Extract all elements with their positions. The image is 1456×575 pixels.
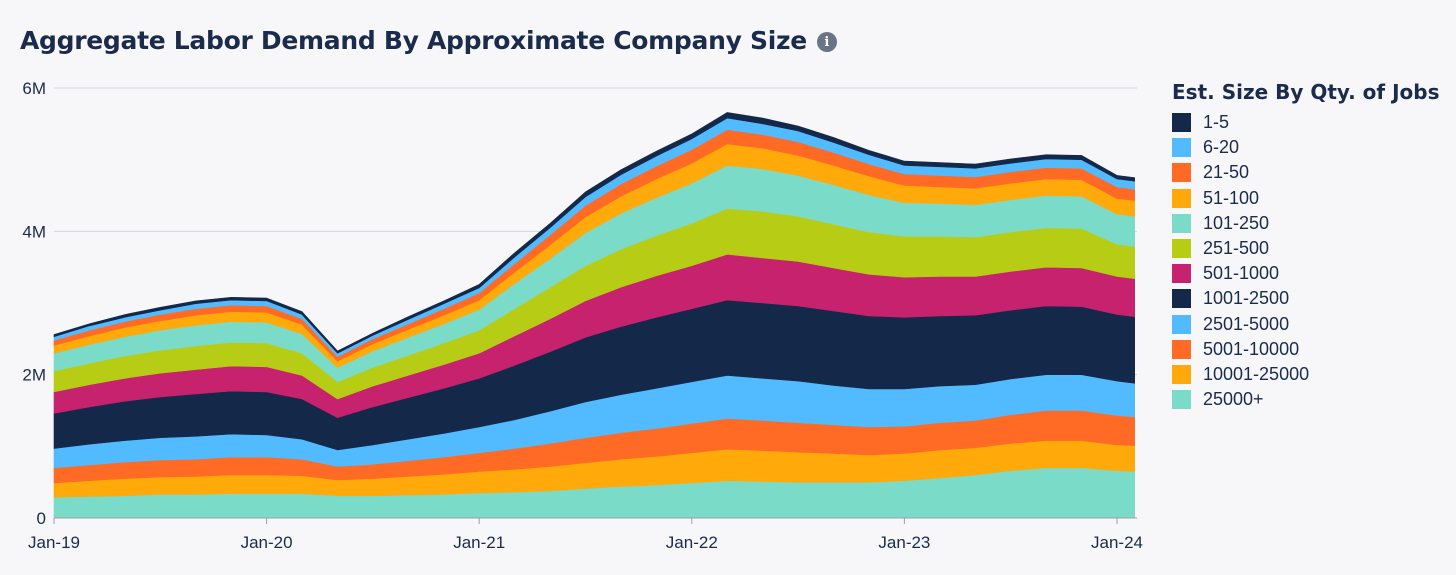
legend-item[interactable]: 25000+ [1172, 387, 1440, 412]
info-icon[interactable]: i [816, 32, 837, 52]
legend-swatch [1172, 264, 1191, 284]
legend-item[interactable]: 10001-25000 [1172, 362, 1440, 387]
x-tick-label: Jan-23 [878, 533, 930, 552]
x-tick-label: Jan-22 [666, 533, 718, 552]
legend-label: 2501-5000 [1203, 313, 1290, 334]
y-tick-label: 6M [22, 79, 46, 98]
y-tick-label: 2M [22, 366, 46, 385]
legend-swatch [1172, 364, 1191, 384]
area-1-5 [53, 112, 1135, 354]
legend-swatch [1172, 113, 1191, 133]
title-row: Aggregate Labor Demand By Approximate Co… [20, 26, 837, 55]
legend-swatch [1172, 138, 1191, 158]
legend-swatch [1172, 163, 1191, 183]
x-tick-label: Jan-20 [241, 533, 293, 552]
legend-swatch [1172, 213, 1191, 233]
legend-item[interactable]: 501-1000 [1172, 261, 1440, 286]
legend-item[interactable]: 1001-2500 [1172, 286, 1440, 311]
legend-item[interactable]: 51-100 [1172, 186, 1440, 211]
x-tick-label: Jan-21 [453, 533, 505, 552]
legend-item[interactable]: 1-5 [1172, 110, 1440, 135]
legend-label: 251-500 [1203, 238, 1270, 259]
legend-label: 10001-25000 [1203, 363, 1310, 384]
legend-item[interactable]: 21-50 [1172, 160, 1440, 185]
legend-item[interactable]: 5001-10000 [1172, 337, 1440, 362]
legend-label: 1001-2500 [1203, 288, 1290, 309]
legend-label: 501-1000 [1203, 263, 1280, 284]
legend-item[interactable]: 2501-5000 [1172, 312, 1440, 337]
legend-title: Est. Size By Qty. of Jobs [1172, 80, 1440, 104]
legend-label: 6-20 [1203, 137, 1240, 158]
legend-swatch [1172, 339, 1191, 359]
x-tick-label: Jan-24 [1091, 533, 1143, 552]
legend-swatch [1172, 289, 1191, 309]
legend-swatch [1172, 188, 1191, 208]
legend-label: 5001-10000 [1203, 338, 1300, 359]
y-tick-label: 4M [22, 222, 46, 241]
chart-title: Aggregate Labor Demand By Approximate Co… [20, 26, 807, 55]
x-tick-label: Jan-19 [28, 533, 80, 552]
legend-label: 21-50 [1203, 162, 1250, 183]
legend-item[interactable]: 251-500 [1172, 236, 1440, 261]
legend-item[interactable]: 101-250 [1172, 211, 1440, 236]
legend-items: 1-5 6-20 21-50 51-100 101-250 251-500 501-1000… [1172, 110, 1440, 412]
legend-item[interactable]: 6-20 [1172, 135, 1440, 160]
legend-label: 25000+ [1203, 389, 1264, 410]
legend-swatch [1172, 239, 1191, 259]
stacked-area-chart: 0 2M 4M 6M Jan-19 Jan-20 Jan-21 Jan-22 Jan-23 Jan… [22, 79, 1143, 552]
y-tick-label: 0 [37, 509, 46, 528]
legend-label: 1-5 [1203, 112, 1230, 133]
legend-swatch [1172, 314, 1191, 334]
legend-label: 101-250 [1203, 212, 1270, 233]
legend: Est. Size By Qty. of Jobs 1-5 6-20 21-50 51… [1172, 80, 1440, 412]
legend-swatch [1172, 390, 1191, 410]
legend-label: 51-100 [1203, 187, 1260, 208]
